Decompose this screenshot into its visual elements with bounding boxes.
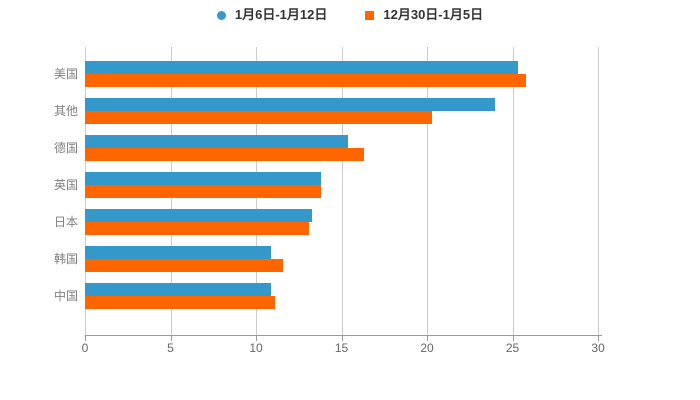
bar-series0-其他[interactable] <box>85 98 496 111</box>
x-axis-tick-15 <box>341 336 343 341</box>
x-axis-tick-label-10: 10 <box>249 341 263 355</box>
gridline-x-15 <box>341 47 343 335</box>
x-axis-tick-30 <box>598 336 600 341</box>
bar-series0-德国[interactable] <box>85 135 349 148</box>
bar-group-2 <box>85 135 601 161</box>
x-axis-tick-5 <box>170 336 172 341</box>
bar-series1-英国[interactable] <box>85 185 322 198</box>
plot-area <box>85 47 601 335</box>
y-axis-label-德国: 德国 <box>53 141 78 155</box>
x-axis-tick-label-25: 25 <box>505 341 520 355</box>
x-axis-ticks <box>85 336 601 341</box>
bar-series1-美国[interactable] <box>85 74 527 87</box>
y-axis-label-中国: 中国 <box>53 289 78 303</box>
x-axis-tick-label-0: 0 <box>81 341 89 355</box>
bar-series1-中国[interactable] <box>85 296 275 309</box>
x-axis-line <box>85 335 602 336</box>
y-axis-labels: 美国其他德国英国日本韩国中国 <box>0 47 78 335</box>
y-axis-label-日本: 日本 <box>53 215 78 229</box>
y-axis-label-美国: 美国 <box>53 67 78 81</box>
gridline-x-20 <box>427 47 429 335</box>
legend-label: 12月30日-1月5日 <box>383 7 484 22</box>
x-axis-tick-label-15: 15 <box>334 341 349 355</box>
bar-series1-日本[interactable] <box>85 222 310 235</box>
x-axis-tick-20 <box>427 336 429 341</box>
bar-series0-韩国[interactable] <box>85 246 272 259</box>
bar-series0-日本[interactable] <box>85 209 313 222</box>
x-axis-tick-10 <box>256 336 258 341</box>
x-axis-tick-labels: 0 5 10 15 20 25 30 <box>82 341 605 357</box>
gridline-x-30 <box>598 47 600 335</box>
y-axis-label-其他: 其他 <box>53 104 78 118</box>
legend-item-1[interactable]: 12月30日-1月5日 <box>365 8 483 22</box>
bar-series0-美国[interactable] <box>85 61 518 74</box>
legend-item-0[interactable]: 1月6日-1月12日 <box>216 7 328 22</box>
bar-group-3 <box>85 172 601 198</box>
bar-group-4 <box>85 209 601 235</box>
x-axis-tick-25 <box>512 336 514 341</box>
legend-square-marker-icon <box>365 10 375 20</box>
legend: 1月6日-1月12日 12月30日-1月5日 <box>0 4 700 26</box>
bar-series0-英国[interactable] <box>85 172 322 185</box>
bar-series1-德国[interactable] <box>85 148 364 161</box>
bar-series1-韩国[interactable] <box>85 259 284 272</box>
x-axis-tick-label-30: 30 <box>591 341 605 355</box>
x-axis-tick-0 <box>85 336 86 341</box>
bar-series0-中国[interactable] <box>85 283 272 296</box>
x-axis-tick-label-20: 20 <box>420 341 434 355</box>
gridline-x-25 <box>512 47 514 335</box>
bar-group-5 <box>85 246 601 272</box>
x-axis-tick-label-5: 5 <box>167 341 174 355</box>
bar-group-6 <box>85 283 601 309</box>
legend-label: 1月6日-1月12日 <box>234 7 328 22</box>
bar-group-1 <box>85 98 601 124</box>
bar-group-0 <box>85 61 601 87</box>
y-axis-label-英国: 英国 <box>53 178 78 192</box>
y-axis-label-韩国: 韩国 <box>53 252 78 266</box>
bar-series1-其他[interactable] <box>85 111 433 124</box>
legend-circle-marker-icon <box>216 10 226 20</box>
